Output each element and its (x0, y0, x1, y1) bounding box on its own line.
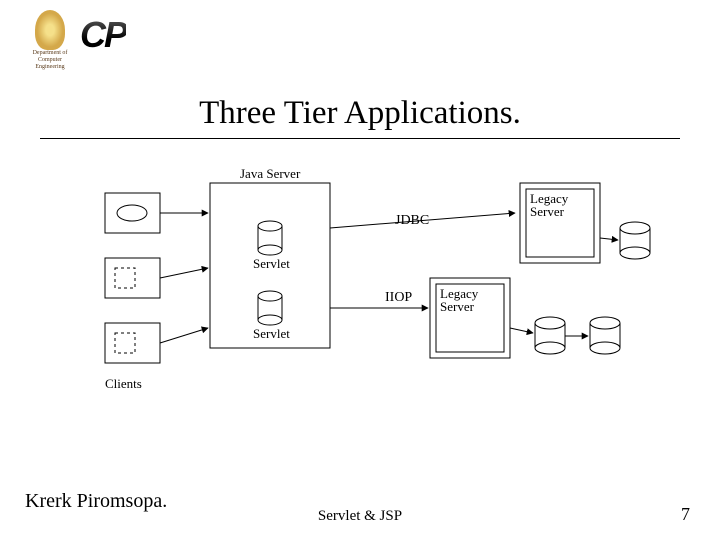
header-logos: Department of Computer Engineering CP (30, 10, 126, 60)
edge-client2-server (160, 268, 208, 278)
legacy2-db-b (590, 317, 620, 354)
clients-label: Clients (105, 376, 142, 391)
jdbc-label: JDBC (395, 213, 429, 228)
dept-caption: Department of Computer Engineering (30, 50, 70, 71)
legacy1-db (620, 222, 650, 259)
legacy1-label-line2: Server (530, 204, 565, 219)
cp-logo: CP (80, 14, 126, 56)
edge-legacy2-dba (510, 328, 533, 333)
clients-group: Clients (105, 193, 160, 391)
footer-page-number: 7 (681, 504, 690, 525)
title-underline (40, 138, 680, 139)
architecture-diagram: Clients Java Server Servlet Servlet JDBC… (95, 168, 655, 428)
page-title: Three Tier Applications. (0, 95, 720, 132)
legacy-server-1: Legacy Server (520, 183, 600, 263)
servlet-2: Servlet (253, 291, 290, 341)
java-server-label: Java Server (240, 168, 301, 181)
flame-icon (35, 10, 65, 50)
servlet-1: Servlet (253, 221, 290, 271)
edge-client3-server (160, 328, 208, 343)
dept-logo: Department of Computer Engineering (30, 10, 70, 60)
legacy2-db-a (535, 317, 565, 354)
servlet-2-label: Servlet (253, 326, 290, 341)
servlet-1-label: Servlet (253, 256, 290, 271)
edge-legacy1-db (600, 238, 618, 240)
java-server-group: Java Server Servlet Servlet (210, 168, 330, 348)
legacy2-label-line2: Server (440, 299, 475, 314)
legacy-server-2: Legacy Server (430, 278, 510, 358)
footer-center: Servlet & JSP (0, 508, 720, 525)
iiop-label: IIOP (385, 290, 412, 305)
